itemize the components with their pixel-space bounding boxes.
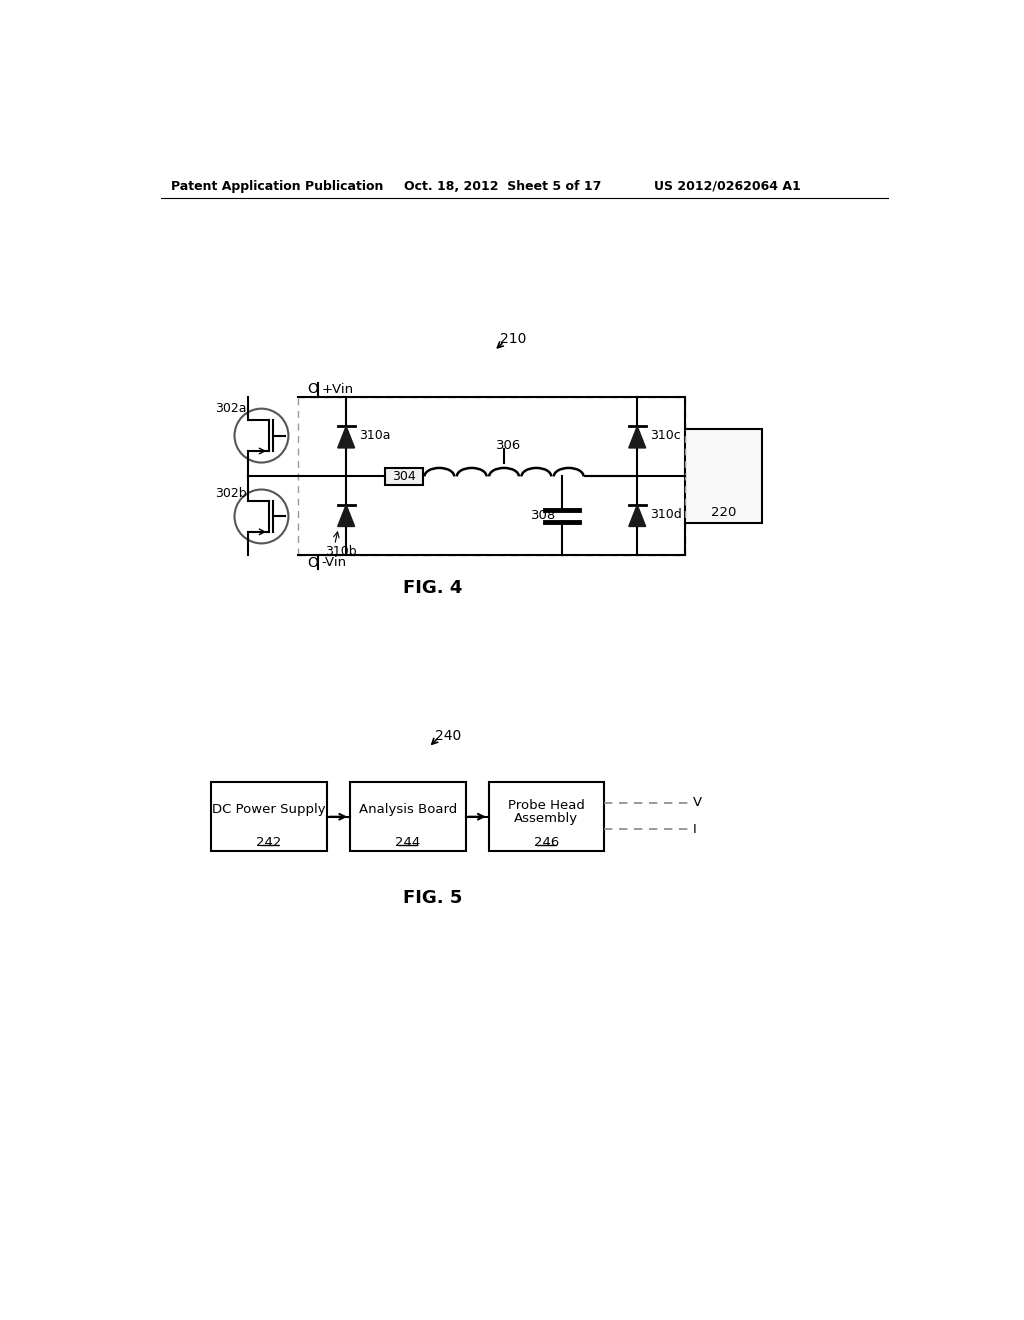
Text: 310c: 310c bbox=[650, 429, 681, 442]
Text: I: I bbox=[692, 822, 696, 836]
Text: 210: 210 bbox=[500, 333, 526, 346]
Text: O: O bbox=[307, 556, 318, 570]
Text: Probe Head: Probe Head bbox=[508, 800, 585, 813]
Text: 308: 308 bbox=[531, 510, 556, 523]
Text: FIG. 5: FIG. 5 bbox=[402, 888, 462, 907]
Text: 240: 240 bbox=[435, 729, 461, 743]
Text: 220: 220 bbox=[711, 506, 736, 519]
Text: Oct. 18, 2012  Sheet 5 of 17: Oct. 18, 2012 Sheet 5 of 17 bbox=[403, 180, 601, 193]
Text: FIG. 4: FIG. 4 bbox=[402, 579, 462, 597]
Text: 244: 244 bbox=[395, 836, 421, 849]
Text: 310d: 310d bbox=[650, 508, 682, 520]
Text: 302a: 302a bbox=[215, 403, 247, 416]
Text: DC Power Supply: DC Power Supply bbox=[212, 803, 326, 816]
Text: Assembly: Assembly bbox=[514, 812, 579, 825]
Text: 246: 246 bbox=[534, 836, 559, 849]
Text: 310a: 310a bbox=[359, 429, 391, 442]
Text: 310b: 310b bbox=[325, 545, 356, 557]
Text: Analysis Board: Analysis Board bbox=[358, 803, 457, 816]
Text: 242: 242 bbox=[256, 836, 282, 849]
Bar bbox=[350, 781, 466, 851]
Polygon shape bbox=[629, 506, 646, 527]
Text: US 2012/0262064 A1: US 2012/0262064 A1 bbox=[654, 180, 801, 193]
Polygon shape bbox=[629, 426, 646, 447]
Text: Patent Application Publication: Patent Application Publication bbox=[171, 180, 383, 193]
Text: V: V bbox=[692, 796, 701, 809]
Bar bbox=[488, 781, 604, 851]
Text: O: O bbox=[307, 383, 318, 396]
Bar bbox=[211, 781, 327, 851]
Bar bbox=[385, 469, 423, 484]
Text: -Vin: -Vin bbox=[322, 556, 347, 569]
Text: 306: 306 bbox=[497, 440, 521, 453]
Bar bbox=[685, 429, 762, 524]
Polygon shape bbox=[338, 506, 354, 527]
Text: 304: 304 bbox=[392, 470, 416, 483]
Polygon shape bbox=[338, 426, 354, 447]
Text: 302b: 302b bbox=[215, 487, 247, 500]
Text: +Vin: +Vin bbox=[322, 383, 353, 396]
